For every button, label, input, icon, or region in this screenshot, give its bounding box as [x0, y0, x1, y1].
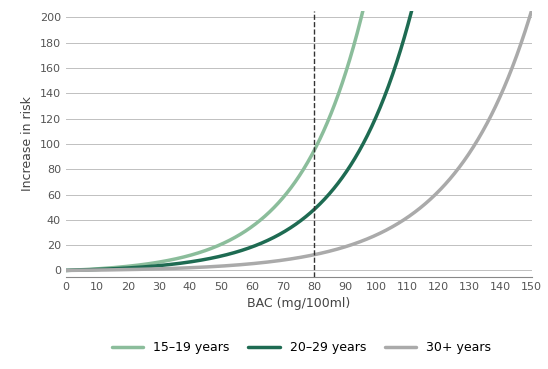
20–29 years	[267, 237, 274, 241]
30+ years	[62, 268, 69, 273]
Legend: 15–19 years, 20–29 years, 30+ years: 15–19 years, 20–29 years, 30+ years	[107, 336, 496, 359]
20–29 years	[383, 92, 389, 96]
15–19 years	[267, 208, 274, 213]
Y-axis label: Increase in risk: Increase in risk	[21, 96, 34, 192]
20–29 years	[251, 244, 258, 248]
30+ years	[383, 228, 389, 232]
20–29 years	[62, 268, 69, 273]
30+ years	[528, 8, 535, 13]
30+ years	[110, 268, 117, 272]
20–29 years	[110, 266, 117, 271]
X-axis label: BAC (mg/100ml): BAC (mg/100ml)	[247, 297, 350, 310]
30+ years	[426, 198, 432, 203]
15–19 years	[62, 268, 69, 273]
Line: 15–19 years: 15–19 years	[66, 0, 532, 270]
15–19 years	[251, 223, 258, 227]
Line: 30+ years: 30+ years	[66, 11, 532, 270]
15–19 years	[110, 265, 117, 270]
30+ years	[434, 190, 441, 195]
30+ years	[251, 261, 258, 266]
Line: 20–29 years: 20–29 years	[66, 0, 532, 270]
30+ years	[267, 259, 274, 264]
